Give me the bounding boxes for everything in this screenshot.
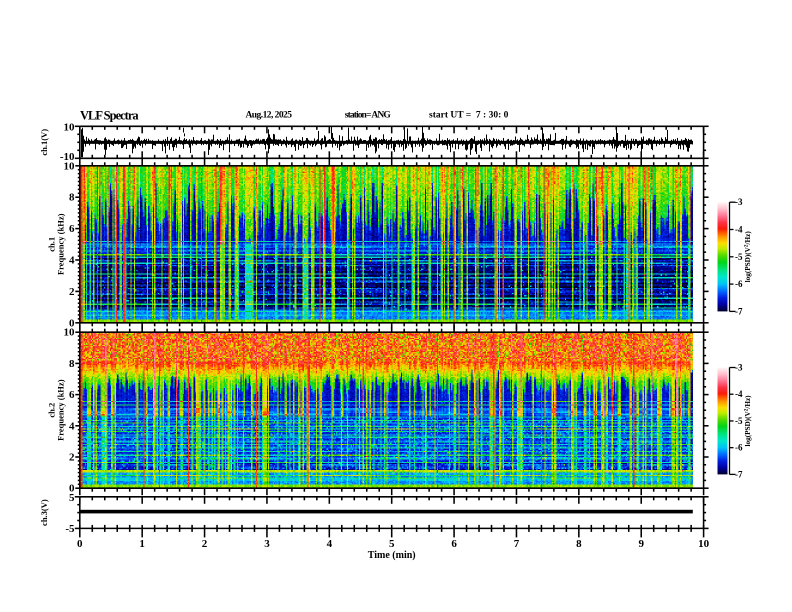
svg-text:-4: -4 — [735, 225, 743, 235]
svg-text:-3: -3 — [735, 197, 743, 207]
svg-text:ch.1(V): ch.1(V) — [39, 129, 49, 156]
svg-text:station= ANG: station= ANG — [345, 111, 392, 121]
svg-text:-3: -3 — [735, 363, 743, 373]
svg-text:5: 5 — [69, 492, 75, 504]
svg-text:ch.1: ch.1 — [47, 237, 57, 252]
svg-text:-5: -5 — [735, 416, 743, 426]
svg-text:-7: -7 — [735, 306, 743, 316]
svg-text:4: 4 — [327, 538, 333, 550]
svg-text:ch.2: ch.2 — [47, 403, 57, 418]
svg-text:Aug.12, 2025: Aug.12, 2025 — [246, 111, 293, 121]
svg-text:0: 0 — [69, 317, 75, 329]
svg-text:10: 10 — [698, 538, 710, 550]
svg-text:-10: -10 — [60, 151, 75, 163]
svg-text:VLF Spectra: VLF Spectra — [80, 109, 139, 123]
svg-text:10: 10 — [64, 122, 76, 134]
svg-text:7: 7 — [514, 538, 520, 550]
svg-text:2: 2 — [69, 452, 75, 464]
svg-text:6: 6 — [69, 389, 75, 401]
svg-text:1: 1 — [139, 538, 145, 550]
svg-text:Frequency (kHz): Frequency (kHz) — [56, 213, 66, 275]
svg-text:start UT = 7 : 30: 0: start UT = 7 : 30: 0 — [429, 111, 509, 121]
svg-text:8: 8 — [69, 192, 75, 204]
svg-text:9: 9 — [638, 538, 644, 550]
svg-text:3: 3 — [264, 538, 270, 550]
svg-text:2: 2 — [202, 538, 208, 550]
svg-text:8: 8 — [576, 538, 582, 550]
svg-text:0: 0 — [69, 483, 75, 495]
svg-text:6: 6 — [451, 538, 457, 550]
svg-text:-5: -5 — [65, 523, 75, 535]
svg-text:-6: -6 — [735, 443, 743, 453]
svg-text:Frequency (kHz): Frequency (kHz) — [56, 379, 66, 441]
svg-text:5: 5 — [389, 538, 395, 550]
svg-text:4: 4 — [69, 255, 75, 267]
svg-text:0: 0 — [77, 538, 83, 550]
svg-text:Time (min): Time (min) — [368, 550, 416, 561]
svg-text:2: 2 — [69, 286, 75, 298]
svg-text:10: 10 — [64, 327, 76, 339]
svg-text:8: 8 — [69, 358, 75, 370]
svg-text:-5: -5 — [735, 252, 743, 262]
svg-text:ch.3(V): ch.3(V) — [39, 499, 49, 526]
svg-text:log(PSD)(V2/Hz): log(PSD)(V2/Hz) — [744, 231, 753, 283]
svg-text:-7: -7 — [735, 469, 743, 479]
svg-text:log(PSD)(V2/Hz): log(PSD)(V2/Hz) — [744, 395, 753, 447]
svg-text:4: 4 — [69, 420, 75, 432]
svg-text:10: 10 — [64, 160, 76, 172]
svg-text:-6: -6 — [735, 279, 743, 289]
svg-text:6: 6 — [69, 223, 75, 235]
svg-text:-4: -4 — [735, 389, 743, 399]
